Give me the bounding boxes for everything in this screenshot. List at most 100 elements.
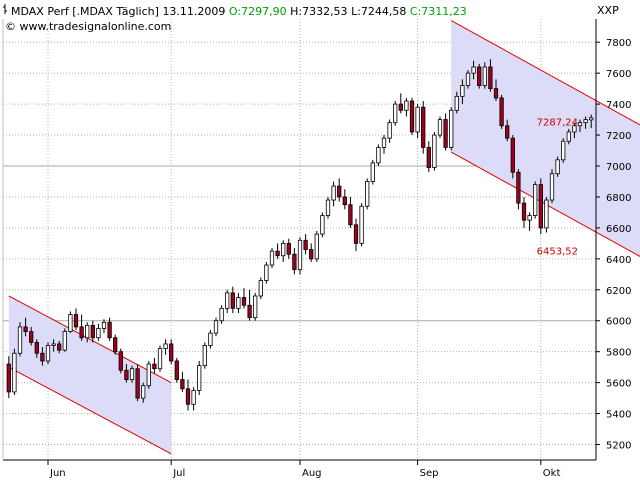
candle-body — [393, 103, 398, 124]
candle-body — [258, 280, 263, 297]
candle-body — [68, 314, 73, 332]
candle-body — [437, 119, 443, 136]
x-tick-label: Aug — [302, 468, 322, 479]
candle-body — [493, 88, 499, 99]
header-date: 13.11.2009 — [162, 5, 225, 18]
candle-body — [180, 379, 185, 390]
value-label: 6453,52 — [537, 247, 578, 258]
candle-body — [23, 326, 28, 332]
candle-body — [572, 125, 577, 133]
candle-body — [303, 239, 308, 250]
candle-body — [409, 100, 415, 133]
header-instrument: MDAX Perf [.MDAX — [11, 5, 113, 18]
candle-body — [337, 185, 342, 198]
candle-body — [275, 250, 280, 257]
y-tick-label: 7200 — [606, 131, 631, 142]
header-period: Täglich] — [115, 5, 159, 18]
candles-layer — [6, 59, 594, 411]
y-tick-label: 5200 — [606, 441, 631, 452]
header-text: MDAX Perf [.MDAX Täglich] 13.11.2009 O:7… — [11, 5, 467, 18]
candle-body — [348, 204, 353, 226]
candle-body — [387, 122, 392, 139]
candle-body — [505, 125, 510, 139]
candle-body — [202, 345, 207, 367]
candle-body — [96, 328, 101, 339]
candle-body — [359, 205, 364, 244]
candle-body — [527, 215, 532, 221]
candle-body — [79, 326, 84, 339]
candle-body — [208, 332, 213, 346]
y-tick-label: 7400 — [606, 100, 631, 111]
candle-body — [460, 85, 465, 97]
candle-body — [264, 264, 269, 281]
annotations-layer: 7287,24 6453,52 — [537, 118, 578, 258]
candle-body — [185, 388, 191, 405]
candle-body — [124, 369, 129, 380]
candle-body — [57, 343, 62, 351]
candle-body — [499, 97, 504, 127]
candle-body — [443, 119, 448, 148]
candle-body — [404, 100, 409, 111]
candle-body — [365, 181, 370, 207]
candle-body — [449, 109, 454, 148]
candle-body — [398, 103, 403, 111]
candle-body — [566, 131, 571, 142]
y-tick-label: 6000 — [606, 317, 631, 328]
x-tick-label: Okt — [543, 468, 561, 479]
y-tick-label: 6200 — [606, 286, 631, 297]
candle-body — [488, 66, 493, 90]
candle-body — [421, 106, 426, 148]
header-open: O:7297,90 — [229, 5, 287, 18]
candle-body — [219, 307, 224, 322]
candle-body — [381, 137, 387, 148]
candle-body — [85, 324, 90, 339]
candle-body — [241, 297, 247, 306]
y-tick-label: 6800 — [606, 193, 631, 204]
candle-body — [197, 365, 202, 391]
candle-body — [549, 173, 555, 201]
candle-body — [129, 368, 135, 380]
candle-body — [152, 363, 157, 370]
candle-body — [370, 162, 375, 182]
candle-body — [17, 326, 23, 354]
x-tick-label: Jul — [172, 468, 185, 479]
candle-body — [471, 66, 476, 74]
candle-body — [482, 66, 487, 86]
candle-body — [331, 185, 336, 201]
candle-body — [51, 343, 56, 346]
candle-body — [236, 297, 241, 309]
header-low: L:7244,58 — [351, 5, 406, 18]
candle-body — [510, 137, 515, 173]
header-high: H:7332,53 — [290, 5, 347, 18]
candle-body — [146, 363, 151, 387]
candle-body — [40, 352, 45, 362]
candle-body — [141, 385, 146, 399]
channel-upper-line — [8, 295, 172, 384]
header-line: MDAX Perf [.MDAX Täglich] 13.11.2009 O:7… — [3, 4, 467, 18]
candle-body — [73, 314, 79, 328]
header-close: C:7311,23 — [410, 5, 467, 18]
candle-body — [314, 233, 319, 260]
candle-body — [29, 331, 34, 343]
candle-body — [230, 292, 235, 309]
x-tick-label: Jun — [49, 468, 66, 479]
candle-body — [465, 72, 471, 86]
channel-lower-line — [8, 366, 172, 455]
y-tick-label: 5800 — [606, 348, 631, 359]
candle-body — [561, 140, 566, 161]
y-tick-label: 5600 — [606, 379, 631, 390]
candle-body — [90, 324, 95, 339]
candle-body — [213, 320, 219, 334]
candle-body — [376, 147, 381, 164]
candle-body — [577, 122, 583, 127]
candle-body — [225, 292, 230, 309]
copyright-text: © www.tradesignalonline.com — [5, 20, 171, 33]
y-tick-label: 7800 — [606, 38, 631, 49]
candle-body — [415, 106, 420, 133]
candle-body — [297, 239, 303, 271]
value-label: 7287,24 — [537, 118, 578, 129]
y-tick-label: 6400 — [606, 255, 631, 266]
candle-body — [583, 119, 588, 124]
